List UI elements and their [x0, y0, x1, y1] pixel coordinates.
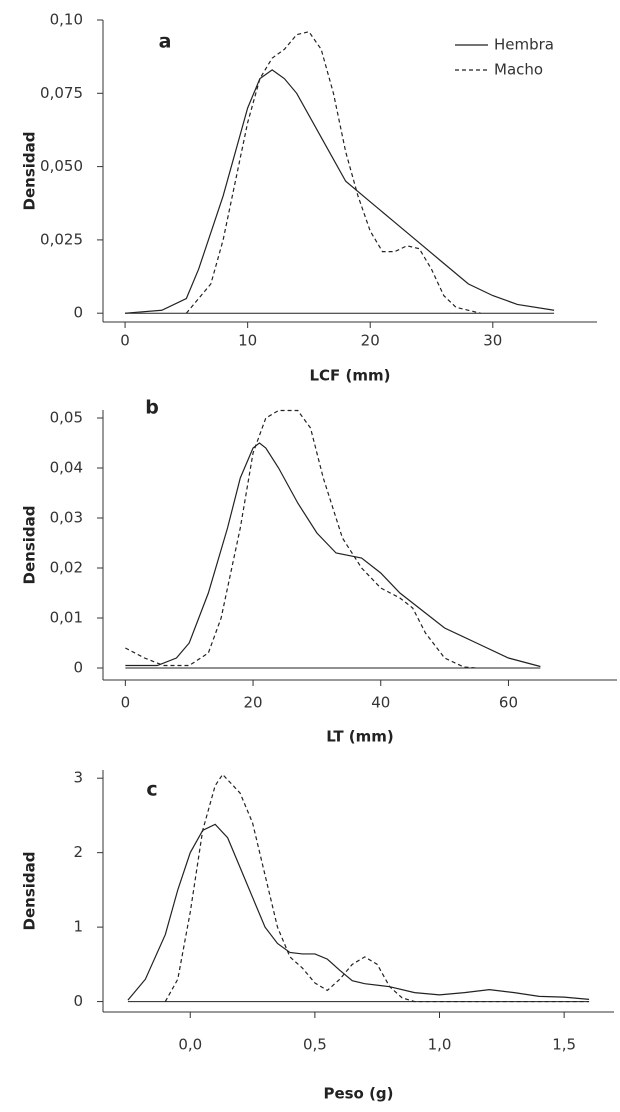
- y-tick-label: 0,03: [50, 509, 83, 527]
- density-line: [127, 823, 590, 1001]
- x-tick-label: 1,5: [552, 1036, 576, 1054]
- y-tick-label: 0,02: [50, 559, 83, 577]
- panel-label: b: [145, 397, 159, 419]
- x-tick-label: 40: [371, 694, 390, 712]
- x-tick-label: 1,0: [428, 1036, 452, 1054]
- panel-label: a: [159, 31, 172, 53]
- y-tick-label: 0: [73, 659, 83, 677]
- x-tick-label: 0,5: [303, 1036, 327, 1054]
- density-line: [125, 409, 477, 669]
- x-tick-label: 0: [120, 332, 130, 350]
- y-axis-label: Densidad: [21, 852, 39, 931]
- x-tick-label: 30: [483, 332, 502, 350]
- y-tick-label: 1: [73, 918, 83, 936]
- y-tick-label: 0,075: [40, 84, 83, 102]
- y-tick-label: 0,04: [50, 459, 83, 477]
- panel-label: c: [146, 779, 157, 801]
- x-tick-label: 20: [361, 332, 380, 350]
- x-axis-label: LT (mm): [326, 728, 394, 746]
- density-line: [185, 31, 481, 314]
- y-tick-label: 0: [73, 992, 83, 1010]
- density-line: [125, 69, 555, 314]
- y-axis-label: Densidad: [21, 506, 39, 585]
- y-axis-label: Densidad: [21, 132, 39, 211]
- y-tick-label: 0,050: [40, 157, 83, 175]
- x-axis-label: LCF (mm): [309, 367, 390, 385]
- x-tick-label: 0: [121, 694, 131, 712]
- y-tick-label: 0,025: [40, 230, 83, 248]
- density-line: [164, 773, 590, 1003]
- x-tick-label: 60: [499, 694, 518, 712]
- y-tick-label: 3: [73, 769, 83, 787]
- x-tick-label: 20: [244, 694, 263, 712]
- y-tick-label: 0: [73, 304, 83, 322]
- y-tick-label: 2: [73, 843, 83, 861]
- y-tick-label: 0,01: [50, 609, 83, 627]
- legend-label: Hembra: [494, 36, 554, 54]
- x-tick-label: 10: [238, 332, 257, 350]
- x-tick-label: 0,0: [178, 1036, 202, 1054]
- legend-label: Macho: [494, 61, 543, 79]
- y-tick-label: 0,10: [50, 11, 83, 29]
- density-line: [125, 442, 541, 668]
- x-axis-label: Peso (g): [323, 1085, 393, 1103]
- y-tick-label: 0,05: [50, 409, 83, 427]
